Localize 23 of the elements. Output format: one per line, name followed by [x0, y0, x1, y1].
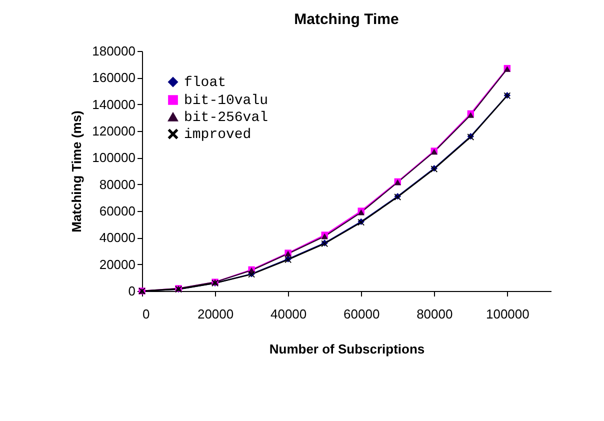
legend-label: bit-10valu	[184, 93, 268, 109]
legend-label: bit-256val	[184, 110, 268, 126]
legend-label: improved	[184, 127, 252, 143]
y-tick-label: 80000	[99, 176, 136, 192]
x-tick-label: 80000	[416, 306, 453, 322]
y-tick-label: 140000	[92, 96, 136, 112]
x-tick-label: 20000	[197, 306, 234, 322]
y-tick-label: 60000	[99, 204, 136, 218]
x-tick-label: 100000	[486, 306, 530, 322]
x-tick-label: 0	[142, 306, 150, 322]
chart-title: Matching Time	[294, 11, 399, 28]
y-tick-label: 160000	[92, 70, 136, 86]
x-tick-label: 40000	[270, 306, 307, 322]
y-tick-label: 120000	[92, 124, 136, 138]
legend-label: float	[184, 75, 226, 91]
y-tick-label: 0	[128, 284, 136, 298]
y-tick-label: 40000	[99, 230, 136, 246]
x-axis-title: Number of Subscriptions	[269, 342, 425, 356]
y-tick-label: 20000	[99, 256, 136, 272]
y-tick-label: 100000	[92, 150, 136, 166]
y-tick-label: 180000	[92, 44, 136, 58]
x-tick-label: 60000	[344, 306, 380, 322]
y-axis-title: Matching Time (ms)	[69, 110, 84, 232]
